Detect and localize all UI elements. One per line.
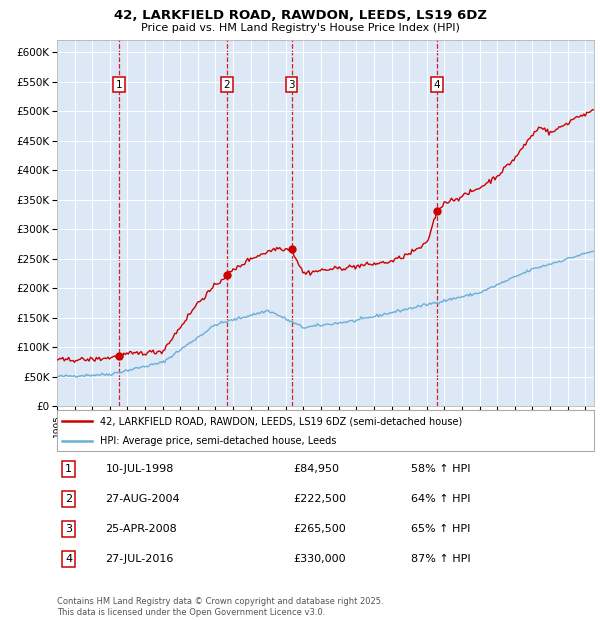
Text: Contains HM Land Registry data © Crown copyright and database right 2025.
This d: Contains HM Land Registry data © Crown c… [57, 598, 383, 617]
Text: 25-APR-2008: 25-APR-2008 [106, 524, 177, 534]
Text: £84,950: £84,950 [293, 464, 339, 474]
Text: Price paid vs. HM Land Registry's House Price Index (HPI): Price paid vs. HM Land Registry's House … [140, 23, 460, 33]
Text: £330,000: £330,000 [293, 554, 346, 564]
FancyBboxPatch shape [57, 410, 594, 451]
Text: HPI: Average price, semi-detached house, Leeds: HPI: Average price, semi-detached house,… [100, 436, 337, 446]
Text: 1: 1 [65, 464, 73, 474]
Text: 2: 2 [224, 79, 230, 89]
Text: 64% ↑ HPI: 64% ↑ HPI [412, 494, 471, 504]
Text: 4: 4 [65, 554, 73, 564]
Text: 3: 3 [288, 79, 295, 89]
Text: 27-AUG-2004: 27-AUG-2004 [106, 494, 180, 504]
Text: 1: 1 [116, 79, 122, 89]
Text: 2: 2 [65, 494, 73, 504]
Text: 3: 3 [65, 524, 73, 534]
Text: 27-JUL-2016: 27-JUL-2016 [106, 554, 174, 564]
Text: 10-JUL-1998: 10-JUL-1998 [106, 464, 174, 474]
Text: 58% ↑ HPI: 58% ↑ HPI [412, 464, 471, 474]
Text: 4: 4 [433, 79, 440, 89]
Text: £265,500: £265,500 [293, 524, 346, 534]
Text: 87% ↑ HPI: 87% ↑ HPI [412, 554, 471, 564]
Text: 42, LARKFIELD ROAD, RAWDON, LEEDS, LS19 6DZ (semi-detached house): 42, LARKFIELD ROAD, RAWDON, LEEDS, LS19 … [100, 416, 462, 427]
Text: £222,500: £222,500 [293, 494, 346, 504]
Text: 42, LARKFIELD ROAD, RAWDON, LEEDS, LS19 6DZ: 42, LARKFIELD ROAD, RAWDON, LEEDS, LS19 … [113, 9, 487, 22]
Text: 65% ↑ HPI: 65% ↑ HPI [412, 524, 471, 534]
